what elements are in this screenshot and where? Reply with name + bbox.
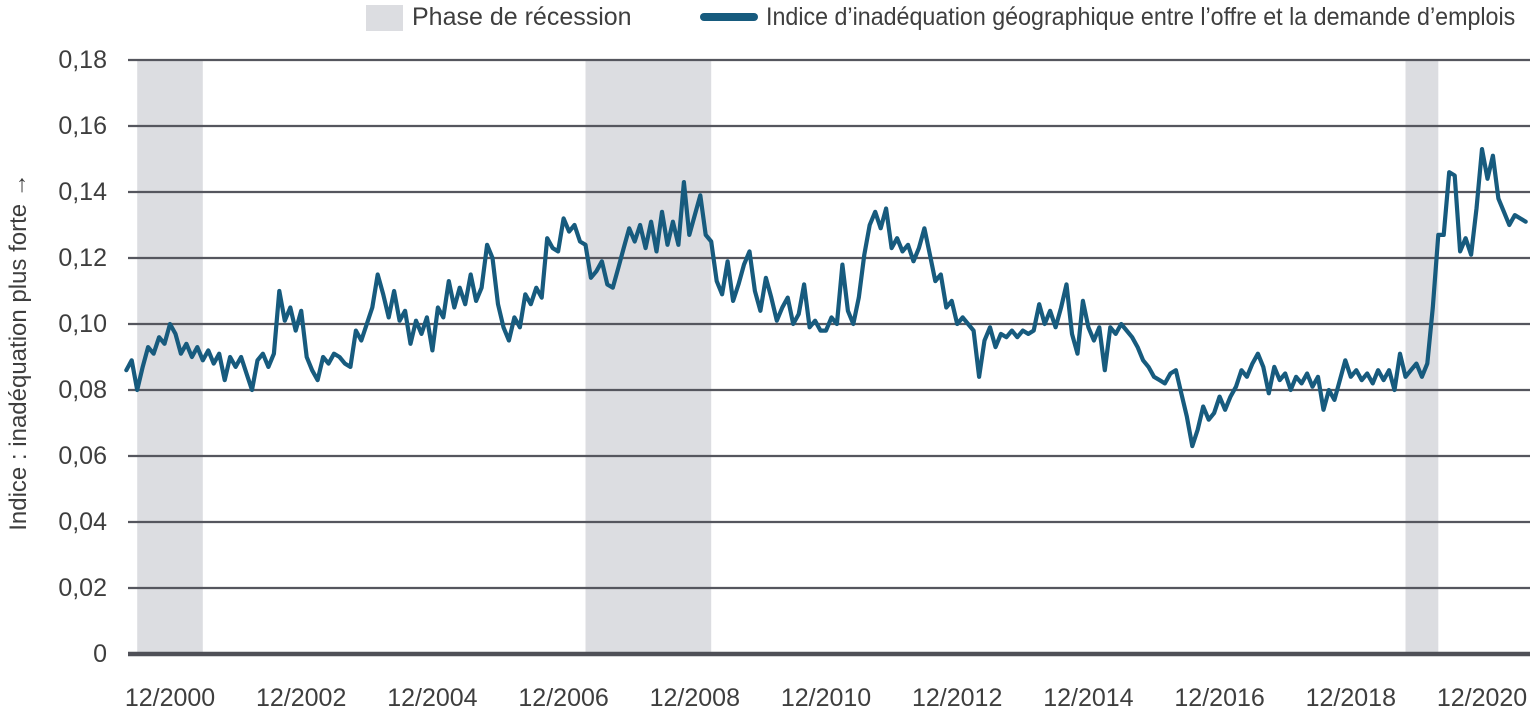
y-tick-label: 0,02 <box>58 574 107 602</box>
recession-band <box>585 60 712 652</box>
legend-label-recession: Phase de récession <box>412 3 632 31</box>
y-tick-label: 0,06 <box>58 442 107 470</box>
x-tick-label: 12/2000 <box>124 684 216 712</box>
x-tick-label: 12/2018 <box>1305 684 1396 712</box>
x-tick-label: 12/2008 <box>649 684 740 712</box>
y-tick-label: 0,16 <box>58 112 107 140</box>
x-tick-label: 12/2010 <box>780 684 872 712</box>
x-tick-label: 12/2020 <box>1436 684 1528 712</box>
recession-band-swatch <box>366 5 403 31</box>
y-tick-label: 0 <box>93 640 107 668</box>
recession-band <box>1405 60 1439 652</box>
legend-label-index: Indice d’inadéquation géographique entre… <box>766 3 1516 31</box>
x-tick-label: 12/2006 <box>518 684 609 712</box>
y-tick-label: 0,10 <box>58 310 107 338</box>
x-tick-label: 12/2014 <box>1043 684 1134 712</box>
index-line <box>124 147 1528 449</box>
y-tick-label: 0,18 <box>58 46 107 74</box>
y-tick-label: 0,14 <box>58 178 107 206</box>
index-line-swatch <box>700 13 758 21</box>
x-tick-label: 12/2002 <box>256 684 347 712</box>
y-tick-label: 0,08 <box>58 376 107 404</box>
y-tick-label: 0,04 <box>58 508 107 536</box>
x-tick-label: 12/2012 <box>912 684 1003 712</box>
y-axis-title: Indice : inadéquation plus forte → <box>5 173 32 531</box>
x-tick-label: 12/2016 <box>1174 684 1265 712</box>
x-tick-label: 12/2004 <box>387 684 478 712</box>
y-tick-label: 0,12 <box>58 244 107 272</box>
